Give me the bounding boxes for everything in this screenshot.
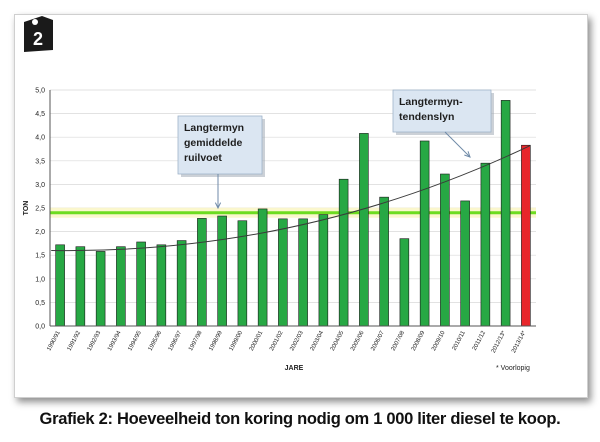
bar <box>399 238 410 327</box>
y-tick-label: 2,5 <box>35 206 45 213</box>
callout-arrowhead <box>214 202 222 210</box>
x-tick-label: 2001/02 <box>269 330 285 353</box>
callouts-layer: Langtermyn gemiddelde ruilvoet Langtermyn-t… <box>177 89 494 210</box>
bar <box>116 246 126 327</box>
bars-layer <box>55 100 531 327</box>
x-tick-label: 2006/07 <box>370 330 386 353</box>
bar <box>95 251 106 327</box>
bar <box>480 162 491 327</box>
y-tick-label: 5,0 <box>35 88 45 95</box>
x-tick-label: 1998/99 <box>208 330 224 353</box>
bar <box>318 214 329 327</box>
bar <box>379 196 389 327</box>
x-tick-label: 2008/09 <box>411 330 427 353</box>
bar <box>55 244 65 327</box>
callout-box <box>392 89 492 133</box>
x-tick-label: 2012/13* <box>491 330 508 355</box>
x-tick-label: 1994/95 <box>127 330 143 353</box>
callout-text: ruilvoet <box>184 152 222 164</box>
x-tick-label: 1993/94 <box>107 330 123 353</box>
x-tick-label: 1996/97 <box>168 330 184 353</box>
y-tick-label: 2,0 <box>35 229 45 236</box>
x-tick-label: 2004/05 <box>330 330 346 353</box>
bar <box>156 244 167 327</box>
x-tick-label: 1995/96 <box>148 330 164 353</box>
callout-box <box>177 115 263 175</box>
x-tick-label: 2011/12 <box>472 330 488 352</box>
y-tick-label: 1,5 <box>35 253 45 260</box>
average-line-layer <box>50 207 536 218</box>
y-tick-label: 0,0 <box>35 324 45 331</box>
x-tick-label: 1997/98 <box>188 330 204 353</box>
badge-number: 2 <box>33 29 43 49</box>
bar <box>298 218 308 327</box>
callout-text: Langtermyn- <box>399 96 463 108</box>
bar <box>419 140 430 327</box>
bar <box>359 133 369 327</box>
y-tick-label: 0,5 <box>35 300 45 307</box>
x-tick-label: 1991/92 <box>67 330 83 353</box>
x-tick-label: 2013/14* <box>511 330 528 355</box>
y-tick-label: 3,0 <box>35 182 45 189</box>
x-tick-label: 2010/11 <box>452 330 468 352</box>
bar <box>136 241 146 327</box>
x-tick-label: 2007/08 <box>391 330 407 353</box>
y-tick-label: 4,0 <box>35 135 45 142</box>
callout-text: Langtermyn <box>184 122 244 134</box>
y-tick-label: 1,0 <box>35 276 45 283</box>
callout-arrowhead <box>464 151 471 158</box>
y-tick-label: 3,5 <box>35 158 45 165</box>
y-axis-ticks: 0,0 0,5 1,0 1,5 2,0 2,5 3,0 3,5 4,0 4,5 5,0 <box>35 88 45 331</box>
x-tick-label: 1990/91 <box>46 330 62 353</box>
footnote: * Voorlopig <box>496 365 530 372</box>
bar <box>500 100 511 327</box>
x-tick-label: 2009/10 <box>431 330 447 353</box>
chart-frame <box>14 14 588 398</box>
bar <box>257 208 268 327</box>
callout-text: gemiddelde <box>184 137 243 149</box>
x-tick-label: 2005/06 <box>350 330 366 353</box>
bar <box>521 144 531 327</box>
bar <box>278 218 288 327</box>
x-tick-label: 2002/03 <box>289 330 305 353</box>
bar <box>460 200 470 327</box>
x-tick-label: 1999/00 <box>229 330 245 353</box>
bar-chart: 0,0 0,5 1,0 1,5 2,0 2,5 3,0 3,5 4,0 4,5 5,0 1990/9… <box>23 88 536 372</box>
x-axis-ticks: 1990/91 1991/92 1992/93 1993/94 1994/95 1995/… <box>46 330 528 355</box>
trend-line-layer <box>51 145 531 252</box>
x-tick-label: 1992/93 <box>87 330 103 353</box>
bar <box>75 246 86 327</box>
bar <box>197 218 207 327</box>
trend-line <box>51 145 531 252</box>
callout-text: tendenslyn <box>399 111 454 123</box>
number-badge-icon: 2 <box>24 16 53 52</box>
x-axis-label: JARE <box>285 365 304 372</box>
figure-caption: Grafiek 2: Hoeveelheid ton koring nodig … <box>39 410 561 428</box>
bar <box>217 215 227 327</box>
bar <box>440 173 450 327</box>
callout-arrow <box>444 131 471 158</box>
x-tick-label: 2000/01 <box>249 330 265 353</box>
y-tick-label: 4,5 <box>35 111 45 118</box>
x-tick-label: 2003/04 <box>310 330 326 353</box>
bar <box>176 240 187 327</box>
bar <box>338 178 349 327</box>
y-axis-label: TON <box>23 201 30 216</box>
